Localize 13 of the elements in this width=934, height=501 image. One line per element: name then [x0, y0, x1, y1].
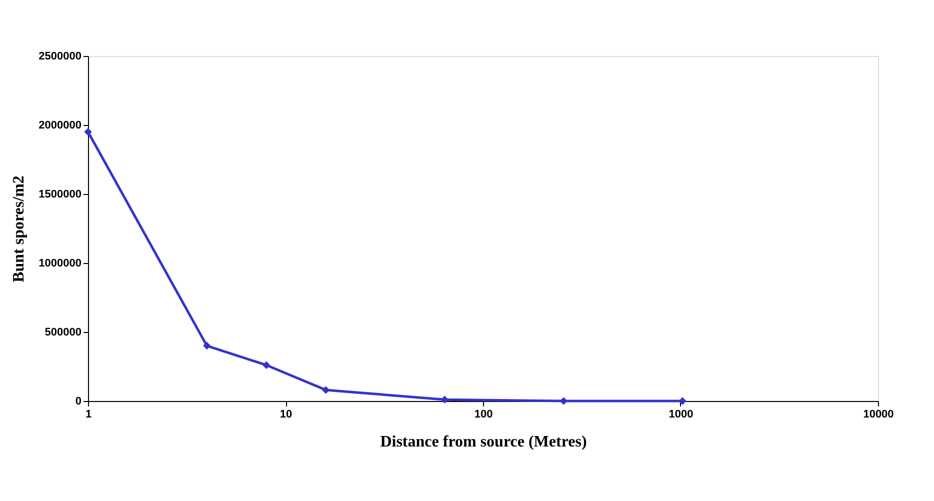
x-tick-label: 10000	[863, 408, 894, 420]
x-axis-title: Distance from source (Metres)	[380, 434, 587, 450]
y-tick-label: 2500000	[38, 50, 82, 62]
y-tick-label: 1500000	[38, 188, 82, 200]
y-tick-label: 2000000	[38, 120, 82, 132]
y-tick-label: 1000000	[38, 258, 82, 270]
y-tick-label: 500000	[44, 326, 82, 338]
x-tick-label: 10	[280, 408, 292, 420]
x-tick-label: 1	[85, 408, 92, 420]
x-tick-label: 100	[474, 408, 493, 420]
y-axis-title: Bunt spores/m2	[10, 176, 28, 282]
y-tick-label: 0	[75, 396, 82, 408]
x-tick-label: 1000	[668, 408, 694, 420]
